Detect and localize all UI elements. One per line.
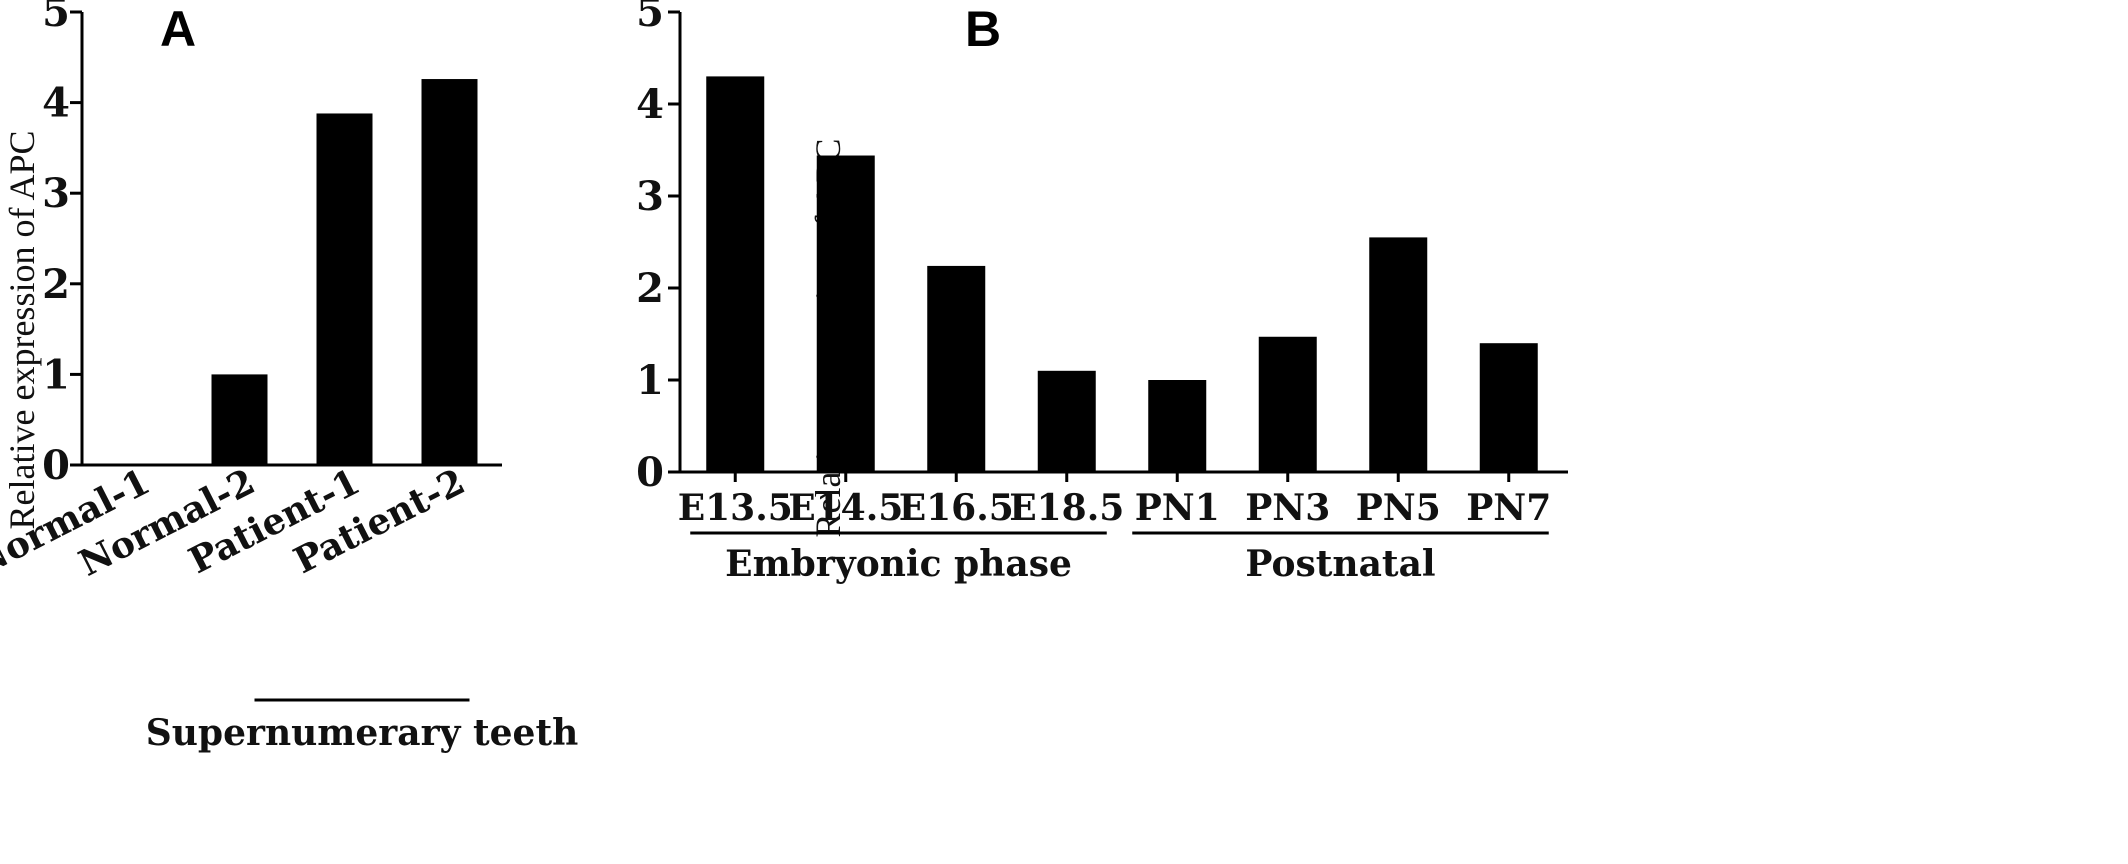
- panel-b-category-label: E16.5: [899, 487, 1014, 529]
- panel-b-category-label: PN5: [1356, 487, 1441, 529]
- panel-a-bar-normal-2: [211, 374, 268, 465]
- panel-a-bar-patient-1: [316, 113, 373, 466]
- panel-b-bar-e14-5: [816, 155, 875, 472]
- panel-b-y-tick-label: 0: [636, 449, 664, 496]
- panel-a-y-tick-label: 2: [42, 261, 70, 308]
- panel-a-group-label: Supernumerary teeth: [146, 712, 579, 754]
- panel-a-y-tick-label: 1: [42, 351, 70, 398]
- panel-a-group-brackets: Supernumerary teeth: [146, 698, 579, 754]
- panel-a-bars: [211, 79, 478, 466]
- panel-b-bar-e13-5: [706, 76, 765, 473]
- panel-b-category-label: E14.5: [788, 487, 903, 529]
- panel-b-category-label: PN7: [1466, 487, 1551, 529]
- panel-a-y-tick-label: 0: [42, 442, 70, 489]
- panel-b-y-tick-label: 2: [636, 265, 664, 312]
- panel-b-bar-e18-5: [1037, 370, 1096, 472]
- panel-b-bar-pn7: [1479, 343, 1538, 472]
- panel-b-bar-pn5: [1369, 237, 1428, 472]
- panel-a-y-tick-label: 3: [42, 170, 70, 217]
- panel-a-y-tick-label: 5: [42, 0, 70, 36]
- panel-b-y-ticks: 0 1 2 3 4 5: [636, 0, 680, 496]
- panel-b-bar-pn1: [1148, 380, 1207, 472]
- panel-b-bars: [706, 76, 1538, 482]
- panel-a-y-tick-label: 4: [42, 80, 70, 127]
- panel-b-category-label: PN1: [1135, 487, 1220, 529]
- panel-b-bar-e16-5: [927, 265, 986, 472]
- panel-a-label: A: [160, 1, 196, 57]
- panel-b-label: B: [965, 1, 1001, 57]
- panel-b-group-brackets: Embryonic phase Postnatal: [690, 531, 1549, 585]
- panel-b-category-label: E13.5: [678, 487, 793, 529]
- panel-a-chart: A Relative expression of APC 0 1 2 3 4 5 Norm…: [0, 0, 578, 754]
- panel-b-axes: [678, 12, 1568, 474]
- panel-b-y-tick-label: 5: [636, 0, 664, 36]
- panel-a-y-axis-label: Relative expression of APC: [2, 131, 42, 530]
- panel-a-axes: [80, 12, 502, 467]
- panel-a-bar-patient-2: [421, 79, 478, 465]
- panel-b-category-label: E18.5: [1009, 487, 1124, 529]
- panel-b-group-label: Embryonic phase: [725, 543, 1072, 585]
- panel-b-category-label: PN3: [1245, 487, 1330, 529]
- panel-b-bar-pn3: [1258, 336, 1317, 472]
- panel-b-group-label: Postnatal: [1245, 543, 1435, 585]
- panel-b-y-tick-label: 3: [636, 173, 664, 220]
- panel-b-y-tick-label: 1: [636, 357, 664, 404]
- panel-a-y-ticks: 0 1 2 3 4 5: [42, 0, 82, 489]
- panel-b-y-tick-label: 4: [636, 81, 664, 128]
